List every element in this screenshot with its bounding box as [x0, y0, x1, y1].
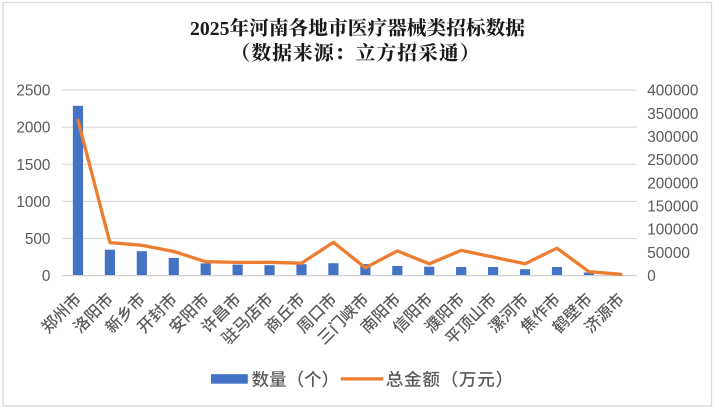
svg-text:0: 0	[42, 268, 51, 285]
svg-text:2025: 2025	[190, 18, 230, 40]
svg-text:150000: 150000	[647, 199, 698, 216]
svg-text:100000: 100000	[647, 222, 698, 239]
svg-text:350000: 350000	[647, 106, 698, 123]
svg-text:300000: 300000	[647, 129, 698, 146]
svg-text:1000: 1000	[16, 194, 50, 211]
svg-text:250000: 250000	[647, 152, 698, 169]
svg-text:50000: 50000	[647, 245, 690, 262]
svg-text:500: 500	[25, 231, 51, 248]
svg-text:200000: 200000	[647, 175, 698, 192]
svg-text:2500: 2500	[16, 83, 50, 100]
svg-text:400000: 400000	[647, 83, 698, 100]
svg-text:2000: 2000	[16, 120, 50, 137]
svg-text:1500: 1500	[16, 157, 50, 174]
svg-text:0: 0	[647, 268, 656, 285]
